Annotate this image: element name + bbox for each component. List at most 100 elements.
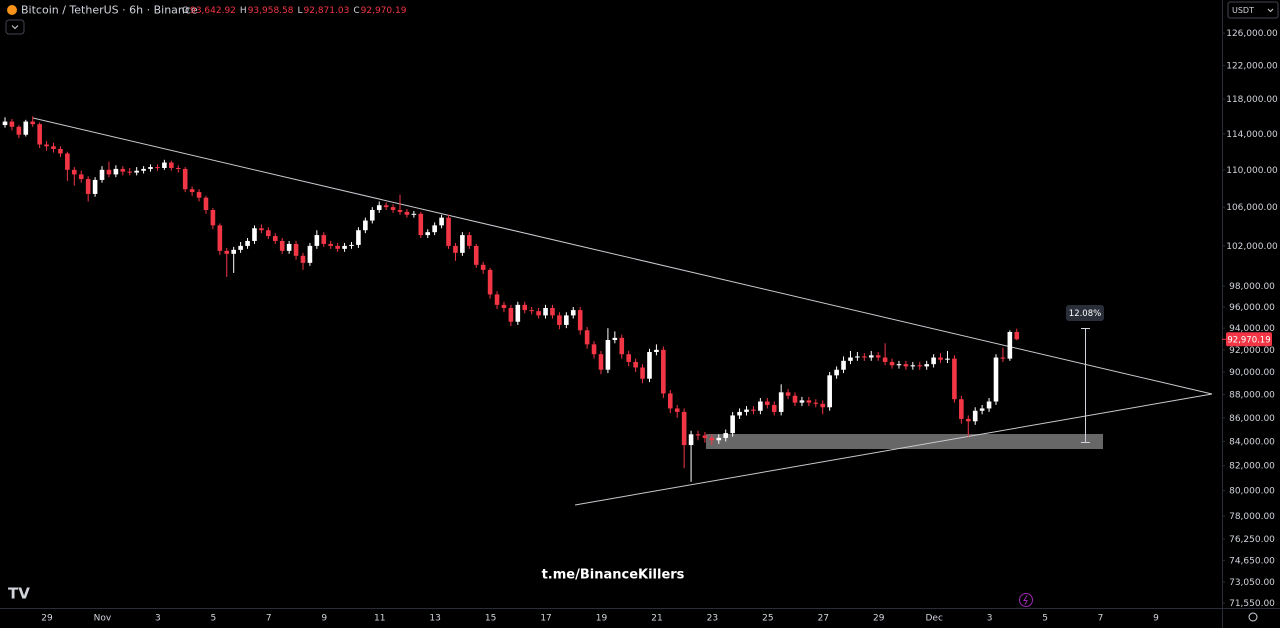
candle-body xyxy=(841,360,846,370)
settings-icon[interactable] xyxy=(1248,612,1258,622)
candle-body xyxy=(508,308,514,322)
candle-body xyxy=(480,264,486,270)
y-tick-label: 98,000.00 xyxy=(1229,282,1275,292)
candle-body xyxy=(605,340,611,370)
x-tick-label: 11 xyxy=(374,614,385,624)
candle-body xyxy=(376,205,382,210)
last-price-label: 92,970.19 xyxy=(1227,335,1270,345)
coin-icon xyxy=(7,5,17,15)
candle-body xyxy=(903,364,909,367)
candle-body xyxy=(252,228,257,241)
x-tick-label: 9 xyxy=(321,614,327,624)
candle-body xyxy=(78,174,84,180)
alert-bolt xyxy=(1023,595,1028,605)
candle-body xyxy=(169,162,174,168)
y-tick-label: 126,000.00 xyxy=(1226,29,1278,39)
candle-body xyxy=(661,349,666,394)
candle-body xyxy=(307,245,313,263)
y-tick-label: 78,000.00 xyxy=(1229,512,1275,522)
candle-body xyxy=(688,434,694,446)
measure-box xyxy=(1066,305,1104,321)
candle-body xyxy=(993,357,999,402)
x-tick-label: 27 xyxy=(818,614,829,624)
last-price-box xyxy=(1226,332,1272,347)
collapse-icon xyxy=(11,25,19,30)
candle-body xyxy=(432,225,437,233)
x-tick-label: 29 xyxy=(41,614,53,624)
candle-body xyxy=(792,395,798,403)
candle-body xyxy=(855,356,860,358)
candle-body xyxy=(85,179,91,194)
y-tick-label: 84,000.00 xyxy=(1229,437,1275,447)
candle-body xyxy=(577,310,583,331)
x-tick-label: 9 xyxy=(1153,614,1159,624)
candle-body xyxy=(2,121,8,126)
candle-body xyxy=(716,437,722,441)
y-tick-label: 73,050.00 xyxy=(1229,578,1275,588)
candle-body xyxy=(189,189,195,193)
candle-body xyxy=(390,207,396,210)
candle-body xyxy=(529,310,534,312)
x-tick-label: 21 xyxy=(651,614,662,624)
candle-body xyxy=(321,235,327,244)
candle-body xyxy=(924,364,929,367)
y-tick-label: 94,000.00 xyxy=(1229,324,1275,334)
candle-body xyxy=(667,393,673,409)
candle-body xyxy=(806,400,812,403)
y-tick-label: 88,000.00 xyxy=(1229,391,1275,401)
candle-body xyxy=(640,367,645,379)
y-tick-label: 71,550.00 xyxy=(1229,599,1275,609)
candle-body xyxy=(674,408,680,412)
candle-body xyxy=(1000,357,1006,359)
candle-body xyxy=(1007,331,1013,359)
alert-icon[interactable] xyxy=(1019,593,1033,607)
candle-body xyxy=(293,243,299,256)
candles xyxy=(2,116,1020,482)
x-tick-label: 23 xyxy=(707,614,718,624)
x-tick-label: 19 xyxy=(596,614,608,624)
candle-body xyxy=(279,240,285,251)
y-tick-label: 114,000.00 xyxy=(1226,130,1278,140)
currency-caret xyxy=(1267,8,1274,13)
watermark: t.me/BinanceKillers xyxy=(542,568,685,583)
candle-body xyxy=(654,349,659,353)
candle-body xyxy=(65,153,70,170)
candle-body xyxy=(702,435,708,438)
candle-body xyxy=(259,228,264,231)
candle-body xyxy=(522,304,528,311)
candle-body xyxy=(106,169,112,175)
y-tick-label: 102,000.00 xyxy=(1226,242,1278,252)
candle-body xyxy=(820,403,826,408)
candle-body xyxy=(9,121,15,127)
x-tick-label: Dec xyxy=(925,614,942,624)
collapse-button[interactable] xyxy=(5,19,25,35)
candle-body xyxy=(965,418,971,422)
candle-body xyxy=(959,399,964,419)
candle-body xyxy=(314,235,320,246)
candle-body xyxy=(196,192,202,198)
support-zone xyxy=(706,434,1103,449)
legend-value: 93,958.58 xyxy=(248,6,294,16)
x-tick-label: 7 xyxy=(266,614,272,624)
candle-body xyxy=(799,400,805,403)
y-tick-label: 106,000.00 xyxy=(1226,203,1278,213)
y-tick-label: 80,000.00 xyxy=(1229,487,1275,497)
candle-body xyxy=(141,168,146,171)
candle-body xyxy=(709,437,715,441)
legend-value: 93,642.92 xyxy=(190,6,236,16)
candle-body xyxy=(425,232,431,236)
trendline-upper xyxy=(32,117,1213,395)
candle-body xyxy=(397,209,403,212)
candle-body xyxy=(875,355,881,358)
chart-title: Bitcoin / TetherUS · 6h · Binance xyxy=(21,4,198,17)
x-tick-label: 5 xyxy=(210,614,216,624)
candle-body xyxy=(785,392,791,396)
candle-body xyxy=(148,167,153,169)
candle-body xyxy=(286,243,292,251)
candle-body xyxy=(127,171,133,173)
candle-body xyxy=(210,209,216,226)
candle-body xyxy=(411,213,417,215)
currency-button[interactable] xyxy=(1227,1,1279,19)
y-tick-label: 122,000.00 xyxy=(1226,62,1278,72)
